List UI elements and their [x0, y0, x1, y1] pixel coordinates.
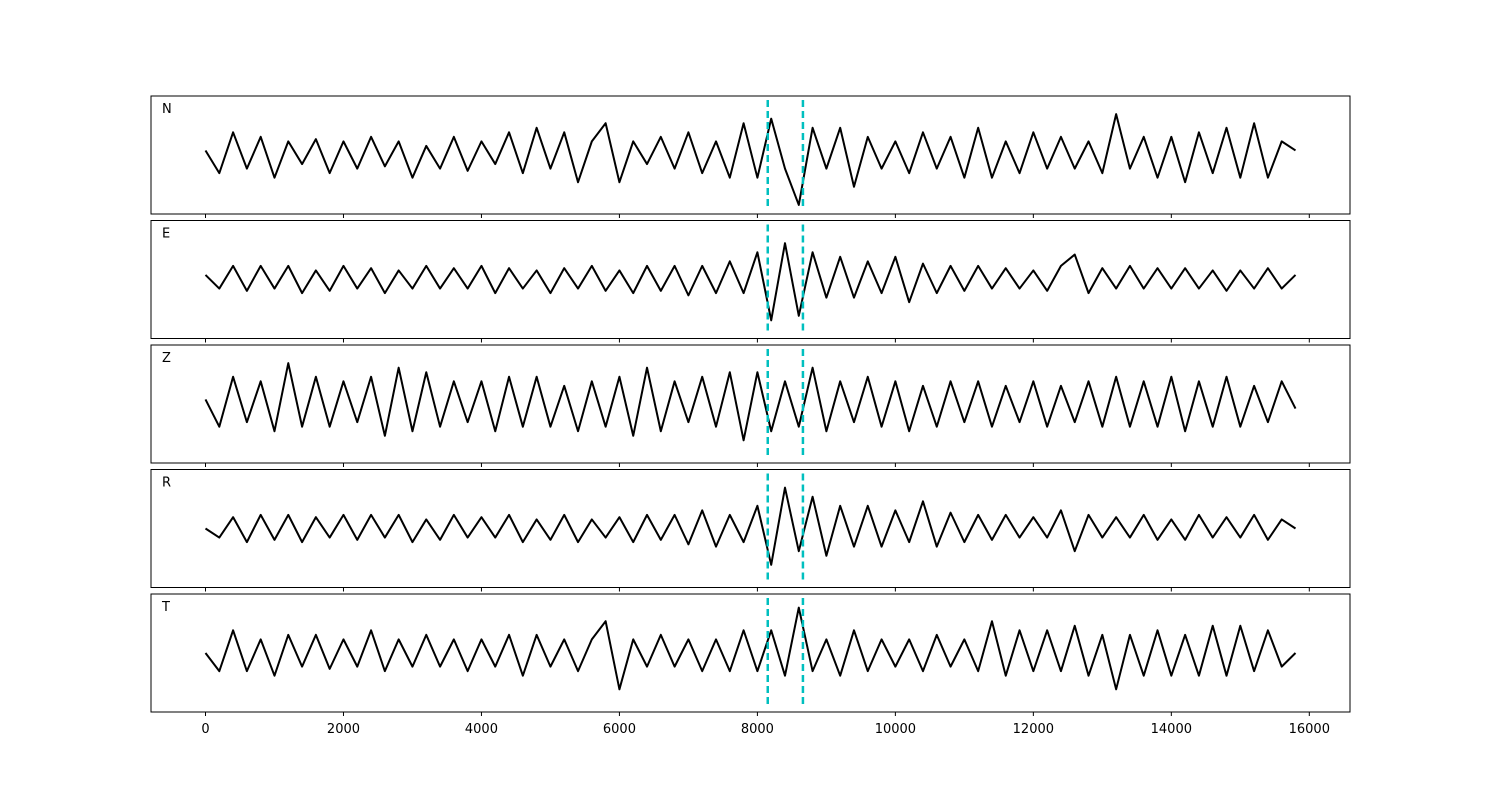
- trace: [204, 362, 1297, 442]
- x-tick-label: 14000: [1151, 722, 1192, 737]
- panel-label: T: [161, 600, 170, 615]
- x-tick-label: 12000: [1013, 722, 1054, 737]
- x-tick-label: 0: [201, 722, 209, 737]
- x-tick-label: 2000: [327, 722, 360, 737]
- trace: [204, 606, 1297, 691]
- panel-label: R: [162, 476, 171, 491]
- x-tick-label: 4000: [465, 722, 498, 737]
- panel-frame: [150, 593, 1351, 713]
- trace: [204, 486, 1297, 566]
- panel-frame: [150, 469, 1351, 588]
- panel-frame: [150, 344, 1351, 464]
- trace: [204, 113, 1297, 206]
- trace: [204, 242, 1297, 322]
- panel-label: E: [162, 227, 170, 242]
- panel-frame: [150, 95, 1351, 215]
- x-tick-label: 10000: [875, 722, 916, 737]
- panel-frame: [150, 220, 1351, 339]
- x-tick-label: 16000: [1289, 722, 1330, 737]
- x-tick-label: 6000: [603, 722, 636, 737]
- panel-label: Z: [162, 351, 171, 366]
- x-tick-label: 8000: [741, 722, 774, 737]
- panel-label: N: [162, 102, 172, 117]
